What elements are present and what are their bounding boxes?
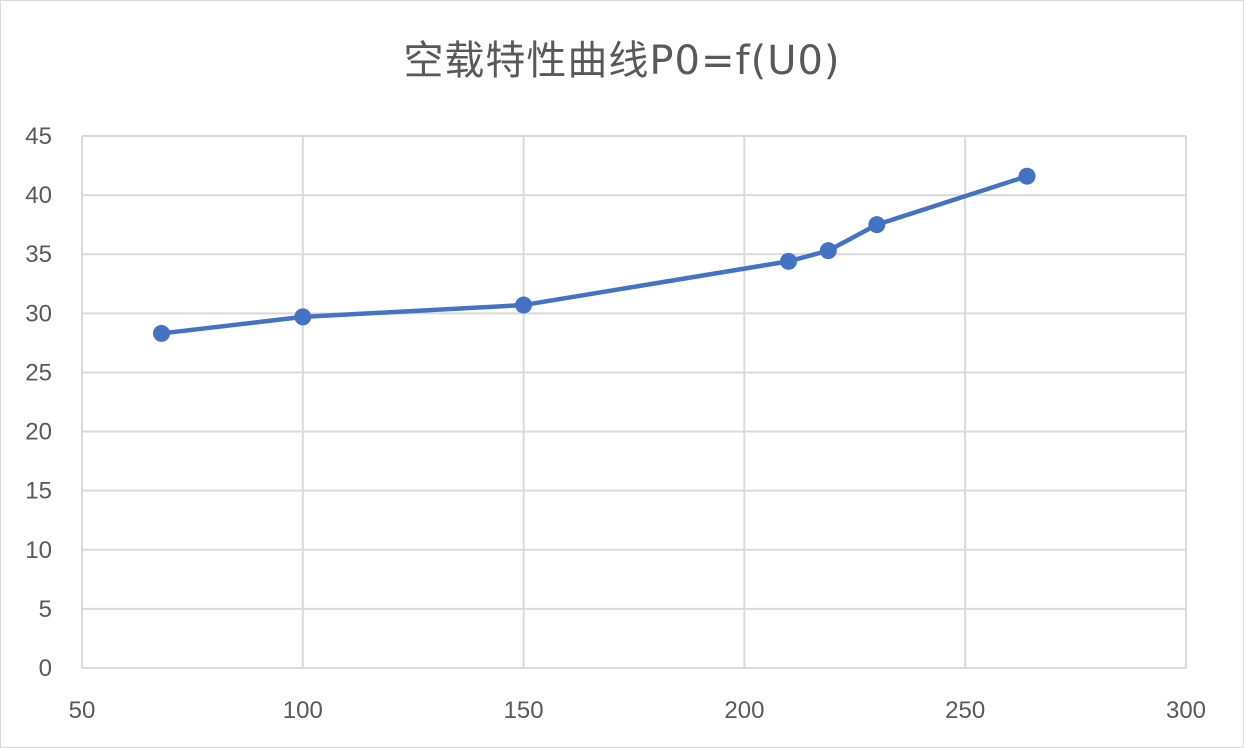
data-point-0-1	[294, 308, 312, 326]
data-point-0-5	[868, 216, 886, 234]
y-tick-label-3: 15	[25, 478, 52, 505]
y-tick-label-9: 45	[25, 123, 52, 150]
chart-title: 空载特性曲线P0=f(U0)	[403, 38, 841, 84]
y-tick-label-2: 10	[25, 537, 52, 564]
data-point-0-3	[780, 252, 798, 270]
x-tick-label-2: 150	[504, 697, 544, 724]
y-tick-label-0: 0	[39, 655, 52, 682]
x-tick-label-5: 300	[1166, 697, 1206, 724]
x-tick-label-0: 50	[69, 697, 96, 724]
data-point-0-6	[1018, 167, 1036, 185]
axis-lines	[81, 136, 1186, 669]
data-point-0-4	[819, 242, 837, 260]
data-point-0-0	[152, 324, 170, 342]
x-tick-label-3: 200	[724, 697, 764, 724]
data-series	[152, 167, 1036, 342]
tick-labels: 0 5 10 15 20 25 30 35 40 45 50 100 150 200 250 300	[25, 123, 1206, 724]
x-tick-label-1: 100	[283, 697, 323, 724]
y-tick-label-6: 30	[25, 300, 52, 327]
x-tick-label-4: 250	[945, 697, 985, 724]
y-tick-label-8: 40	[25, 182, 52, 209]
y-tick-label-4: 20	[25, 419, 52, 446]
y-tick-label-7: 35	[25, 241, 52, 268]
data-point-0-2	[515, 296, 533, 314]
y-tick-label-1: 5	[39, 596, 52, 623]
y-tick-label-5: 25	[25, 359, 52, 386]
grid-lines	[82, 135, 1187, 668]
